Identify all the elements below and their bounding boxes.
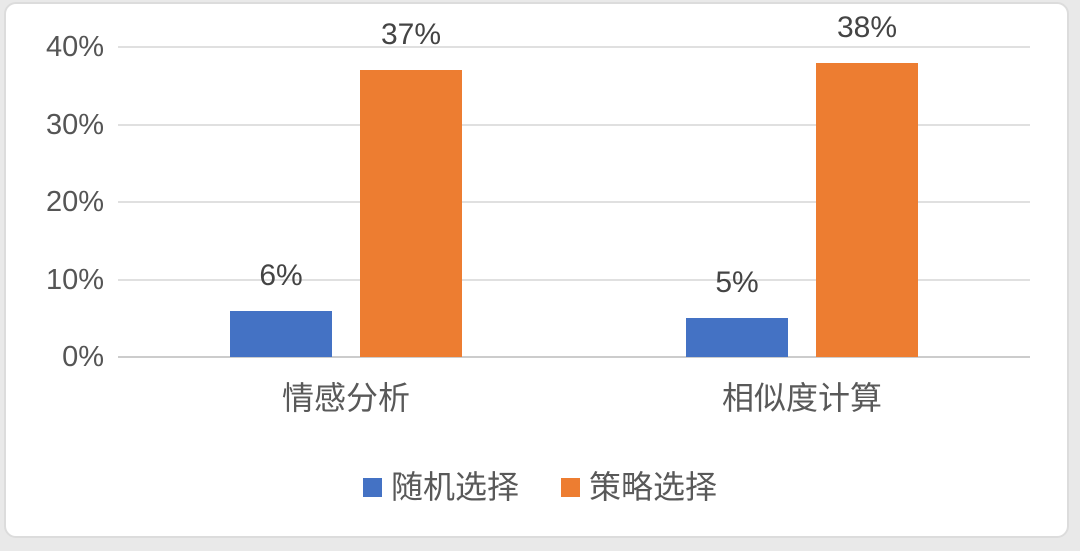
bar-series1 <box>686 318 788 357</box>
legend-label: 随机选择 <box>390 469 519 505</box>
gridline <box>118 278 1030 281</box>
data-label: 5% <box>715 266 759 300</box>
legend-swatch <box>561 477 580 497</box>
gridline <box>118 46 1030 48</box>
y-tick-label: 10% <box>45 263 104 296</box>
gridline <box>118 123 1030 126</box>
bar-series2 <box>360 70 462 357</box>
bar-series2 <box>816 62 918 357</box>
data-label: 37% <box>380 18 442 52</box>
chart-legend: 随机选择 策略选择 <box>0 468 1080 506</box>
y-tick-label: 20% <box>45 186 104 218</box>
category-label: 相似度计算 <box>721 380 882 416</box>
legend-label: 策略选择 <box>589 469 718 505</box>
legend-swatch <box>362 477 382 497</box>
data-label: 6% <box>259 258 303 292</box>
y-tick-label: 40% <box>45 31 104 63</box>
bar-series1 <box>230 310 332 357</box>
y-tick-label: 30% <box>45 108 104 141</box>
y-tick-label: 0% <box>62 341 104 373</box>
legend-item: 策略选择 <box>561 468 717 506</box>
legend-item: 随机选择 <box>362 468 519 506</box>
data-label: 38% <box>836 10 898 44</box>
gridline <box>118 201 1030 203</box>
category-label: 情感分析 <box>281 380 410 416</box>
x-axis-line <box>118 356 1030 358</box>
